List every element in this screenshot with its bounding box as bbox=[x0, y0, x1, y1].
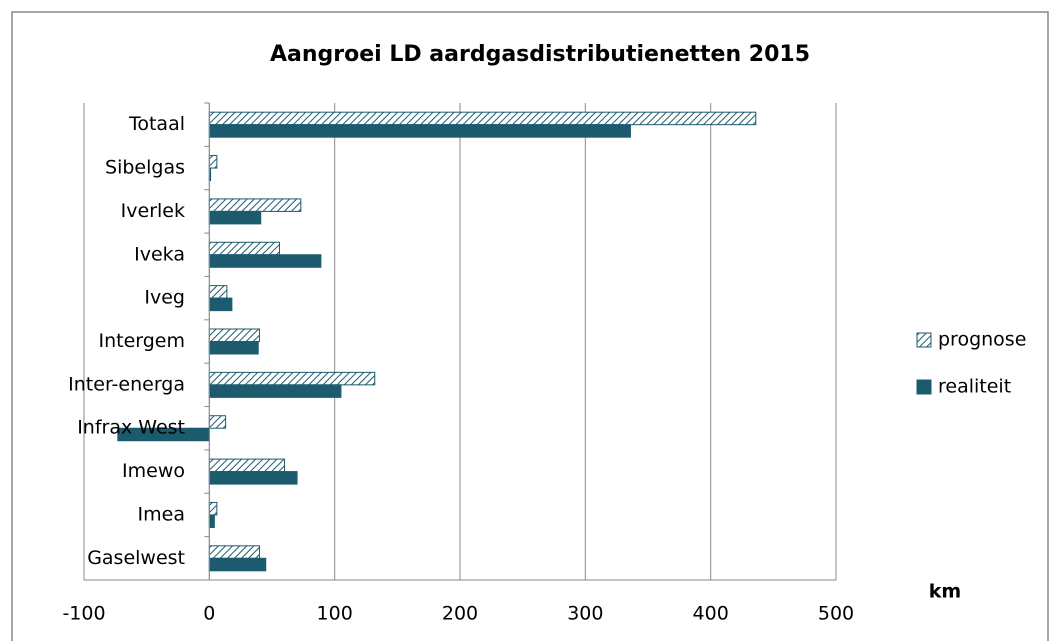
y-tick-label: Iveka bbox=[134, 243, 185, 265]
bar bbox=[208, 458, 286, 473]
legend-swatch bbox=[916, 379, 932, 395]
y-tick-label: Infrax West bbox=[77, 417, 185, 439]
y-tick-label: Imewo bbox=[122, 460, 185, 482]
bar bbox=[208, 297, 233, 312]
bar bbox=[208, 501, 218, 516]
bar bbox=[208, 124, 631, 138]
x-tick-label: 100 bbox=[317, 603, 353, 625]
bar bbox=[208, 210, 262, 225]
x-tick-label: 0 bbox=[203, 603, 215, 625]
bar bbox=[208, 545, 260, 559]
bar bbox=[208, 514, 215, 528]
bar bbox=[208, 328, 260, 342]
bar bbox=[208, 285, 228, 299]
y-tick-label: Sibelgas bbox=[105, 157, 185, 179]
bar bbox=[208, 198, 302, 212]
bar bbox=[208, 341, 259, 355]
bar bbox=[208, 111, 757, 126]
x-tick-label: 300 bbox=[567, 603, 603, 625]
y-tick-label: Intergem bbox=[98, 330, 185, 352]
y-tick-label: Gaselwest bbox=[87, 547, 185, 569]
y-tick-label: Iverlek bbox=[121, 200, 185, 222]
bar bbox=[208, 371, 376, 386]
x-tick-label: 400 bbox=[693, 603, 729, 625]
legend-swatch bbox=[916, 332, 932, 348]
chart-title: Aangroei LD aardgasdistributienetten 201… bbox=[270, 42, 810, 67]
x-tick-label: 200 bbox=[442, 603, 478, 625]
x-tick-label: 500 bbox=[818, 603, 854, 625]
legend-label: prognose bbox=[938, 329, 1026, 351]
x-axis-label: km bbox=[929, 581, 961, 603]
bar bbox=[208, 384, 342, 398]
bar bbox=[208, 557, 267, 572]
y-tick-label: Iveg bbox=[144, 287, 185, 309]
legend-label: realiteit bbox=[938, 376, 1011, 398]
bar bbox=[208, 415, 227, 429]
bar bbox=[208, 254, 322, 268]
bar bbox=[208, 155, 218, 169]
x-tick-label: -100 bbox=[62, 603, 105, 625]
y-tick-label: Totaal bbox=[128, 113, 185, 135]
bar bbox=[208, 241, 281, 256]
bar bbox=[208, 471, 298, 485]
y-tick-label: Imea bbox=[138, 503, 185, 525]
y-tick-label: Inter-energa bbox=[68, 373, 185, 395]
